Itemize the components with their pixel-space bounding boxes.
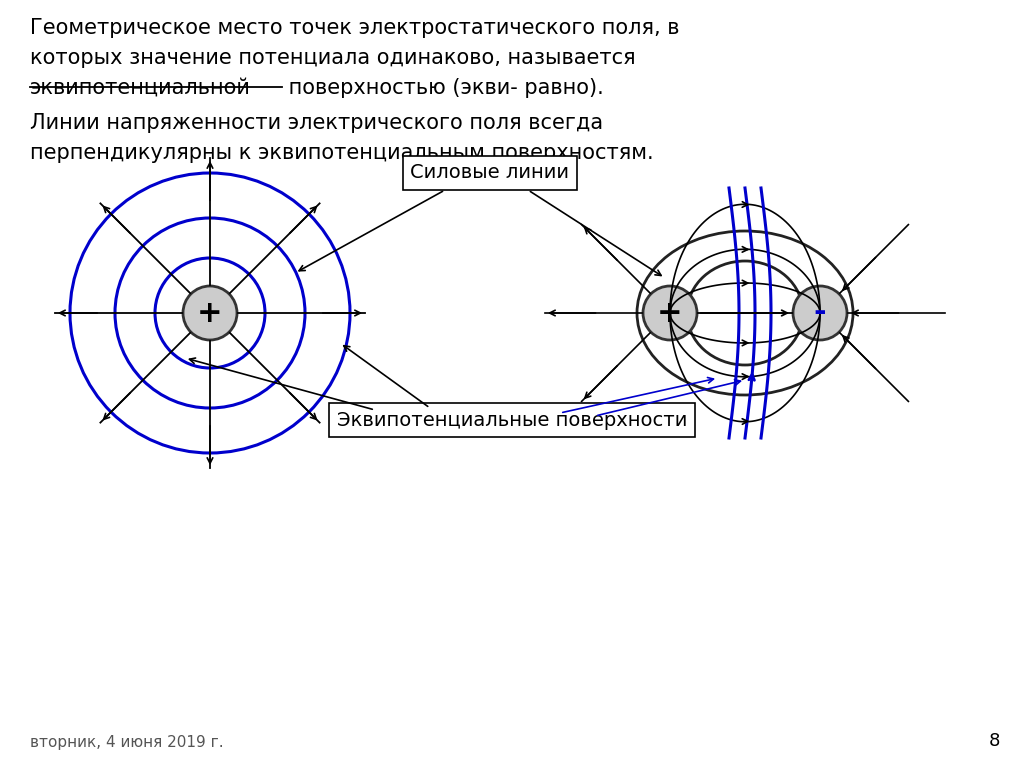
Circle shape <box>643 286 697 340</box>
Text: -: - <box>814 299 826 327</box>
Text: Линии напряженности электрического поля всегда: Линии напряженности электрического поля … <box>30 113 603 133</box>
Circle shape <box>793 286 847 340</box>
Circle shape <box>183 286 237 340</box>
Text: +: + <box>198 299 223 327</box>
Text: 8: 8 <box>988 732 1000 750</box>
Text: которых значение потенциала одинаково, называется: которых значение потенциала одинаково, н… <box>30 48 636 68</box>
Text: эквипотенциальной: эквипотенциальной <box>30 78 251 98</box>
Text: перпендикулярны к эквипотенциальным поверхностям.: перпендикулярны к эквипотенциальным пове… <box>30 143 653 163</box>
Text: +: + <box>657 299 683 327</box>
Text: Эквипотенциальные поверхности: Эквипотенциальные поверхности <box>337 411 687 429</box>
Text: поверхностью (экви- равно).: поверхностью (экви- равно). <box>282 78 604 98</box>
Text: вторник, 4 июня 2019 г.: вторник, 4 июня 2019 г. <box>30 735 223 750</box>
Text: Геометрическое место точек электростатического поля, в: Геометрическое место точек электростатич… <box>30 18 680 38</box>
Text: Силовые линии: Силовые линии <box>411 164 569 183</box>
